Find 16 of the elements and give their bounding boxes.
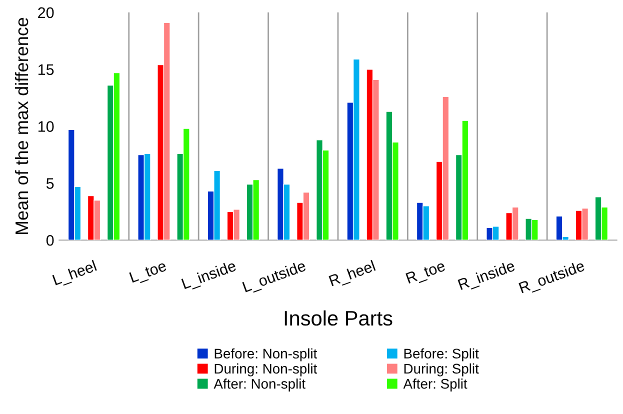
x-tick-label: L_heel	[52, 260, 98, 288]
y-tick-label: 10	[38, 121, 54, 132]
legend-label: After: Non-split	[214, 378, 306, 392]
legend-label: During: Non-split	[214, 363, 318, 376]
y-tick-label: 0	[46, 234, 54, 246]
legend-label: Before: Split	[404, 348, 479, 362]
x-axis-title: Insole Parts	[284, 310, 392, 326]
x-tick-label: L_toe	[129, 260, 168, 286]
y-axis-title: Mean of the max difference	[14, 18, 28, 234]
y-tick-label: 20	[38, 7, 54, 18]
legend-label: Before: Non-split	[214, 348, 318, 362]
x-tick-label: R_toe	[406, 260, 447, 286]
y-tick-label: 5	[46, 178, 54, 189]
y-tick-label: 15	[38, 64, 54, 76]
legend-label: After: Split	[403, 378, 468, 392]
legend-label: During: Split	[404, 363, 479, 376]
